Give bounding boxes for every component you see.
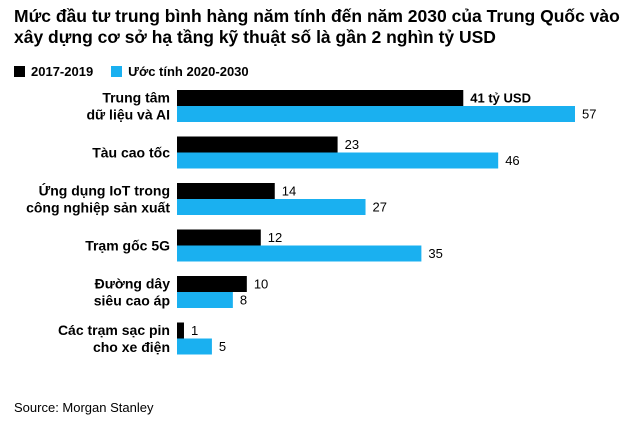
bar-2020-2030: [177, 292, 233, 308]
data-label: 27: [373, 200, 387, 215]
category-label: Ứng dụng IoT trong: [39, 182, 170, 199]
legend-label: Ước tính 2020-2030: [128, 64, 249, 79]
bar-2017-2019: [177, 276, 247, 292]
bar-2017-2019: [177, 229, 261, 246]
data-label: 46: [505, 153, 519, 168]
legend-item-2020-2030: Ước tính 2020-2030: [111, 64, 249, 79]
bar-2020-2030: [177, 199, 366, 215]
category-label: dữ liệu và AI: [86, 107, 170, 123]
bar-2017-2019: [177, 136, 338, 153]
data-label: 35: [428, 246, 442, 261]
chart-title: Mức đầu tư trung bình hàng năm tính đến …: [14, 6, 620, 47]
category-label: Các trạm sạc pin: [58, 322, 170, 338]
bar-2017-2019: [177, 183, 275, 199]
legend-label: 2017-2019: [31, 64, 94, 79]
category-label: Tàu cao tốc: [92, 145, 170, 161]
legend-swatch-black: [14, 66, 25, 77]
data-label: 5: [219, 339, 226, 354]
category-label: công nghiệp sản xuất: [26, 200, 170, 216]
data-label: 14: [282, 184, 296, 199]
bar-2020-2030: [177, 338, 212, 355]
bar-2020-2030: [177, 152, 499, 169]
data-label: 12: [268, 230, 282, 245]
category-label: siêu cao áp: [94, 293, 170, 309]
bar-2017-2019: [177, 322, 184, 339]
bar-2017-2019: [177, 90, 464, 106]
data-label: 57: [582, 107, 596, 122]
data-label: 10: [254, 277, 268, 292]
bar-2020-2030: [177, 245, 422, 262]
legend-item-2017-2019: 2017-2019: [14, 64, 93, 79]
category-label: cho xe điện: [93, 339, 170, 355]
legend: 2017-2019 Ước tính 2020-2030: [14, 64, 267, 79]
category-label: Trung tâm: [102, 90, 170, 106]
data-label: 23: [345, 137, 359, 152]
data-label: 1: [191, 323, 198, 338]
data-label: 8: [240, 293, 247, 308]
source-note: Source: Morgan Stanley: [14, 400, 154, 415]
data-label: 41 tỷ USD: [470, 91, 531, 106]
legend-swatch-blue: [111, 66, 123, 77]
category-label: Đường dây: [95, 276, 171, 292]
bar-2020-2030: [177, 106, 575, 122]
category-label: Trạm gốc 5G: [85, 238, 170, 254]
